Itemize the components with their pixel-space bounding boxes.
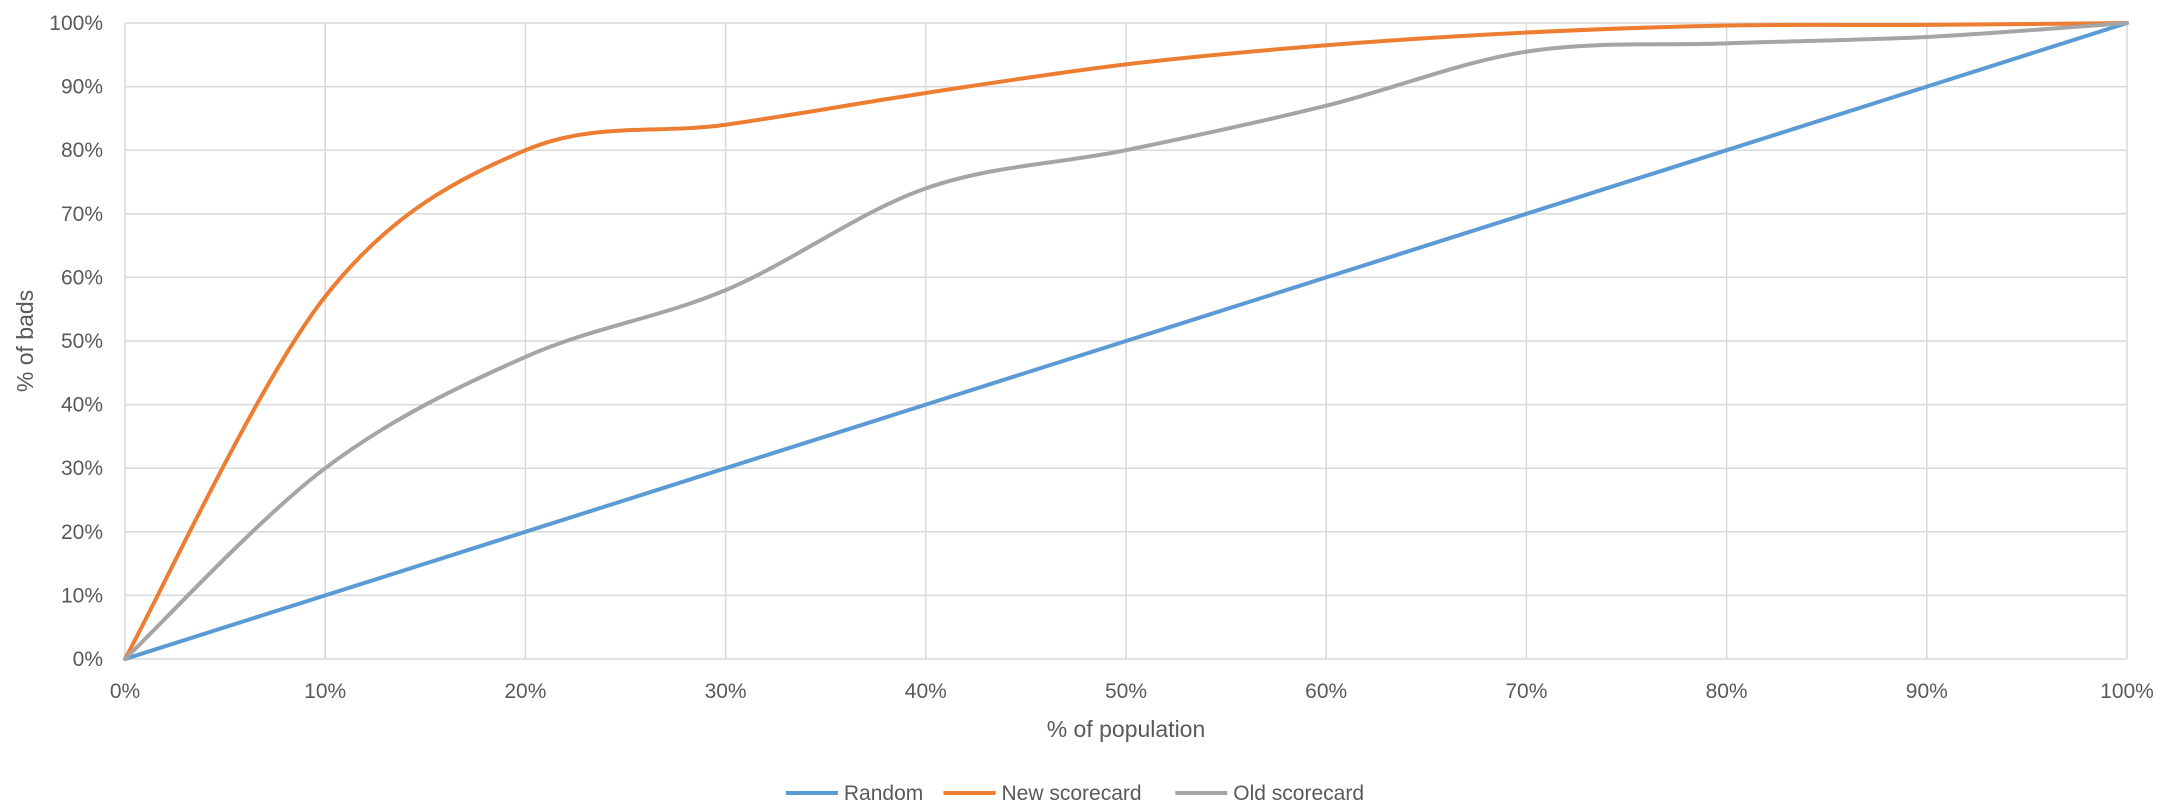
tick-labels: 0% 10% 20% 30% 40% 50% 60% 70% 80% 90% 100% 0% 10% 20…	[49, 12, 2154, 703]
y-tick-label: 60%	[61, 266, 103, 289]
y-tick-label: 30%	[61, 457, 103, 480]
x-tick-label: 80%	[1706, 680, 1748, 703]
series-lines	[123, 21, 2129, 661]
y-tick-label: 20%	[61, 521, 103, 544]
x-tick-label: 70%	[1505, 680, 1547, 703]
x-axis-title: % of population	[1047, 716, 1206, 742]
x-tick-label: 0%	[110, 680, 140, 703]
legend-label: New scorecard	[1002, 782, 1142, 805]
x-tick-label: 20%	[504, 680, 546, 703]
y-tick-label: 90%	[61, 76, 103, 99]
x-tick-label: 60%	[1305, 680, 1347, 703]
y-axis-title: % of bads	[12, 290, 38, 392]
legend-label: Old scorecard	[1233, 782, 1364, 805]
x-tick-label: 50%	[1105, 680, 1147, 703]
y-tick-label: 100%	[49, 12, 103, 35]
y-tick-label: 40%	[61, 394, 103, 417]
series-line-new-scorecard	[123, 21, 2129, 661]
series-line-random	[123, 21, 2129, 661]
legend-item-random: Random	[785, 782, 923, 805]
y-tick-label: 80%	[61, 139, 103, 162]
legend-item-old-scorecard: Old scorecard	[1175, 782, 1364, 805]
y-tick-label: 70%	[61, 203, 103, 226]
legend-item-new-scorecard: New scorecard	[943, 782, 1142, 805]
y-tick-label: 0%	[73, 648, 103, 671]
x-tick-label: 10%	[304, 680, 346, 703]
y-tick-label: 50%	[61, 330, 103, 353]
x-tick-label: 100%	[2100, 680, 2154, 703]
x-tick-label: 90%	[1906, 680, 1948, 703]
x-tick-label: 30%	[705, 680, 747, 703]
legend-label: Random	[844, 782, 923, 805]
legend: Random New scorecard Old scorecard	[785, 782, 1364, 805]
series-line-old-scorecard	[123, 21, 2129, 661]
y-tick-label: 10%	[61, 584, 103, 607]
x-tick-label: 40%	[905, 680, 947, 703]
